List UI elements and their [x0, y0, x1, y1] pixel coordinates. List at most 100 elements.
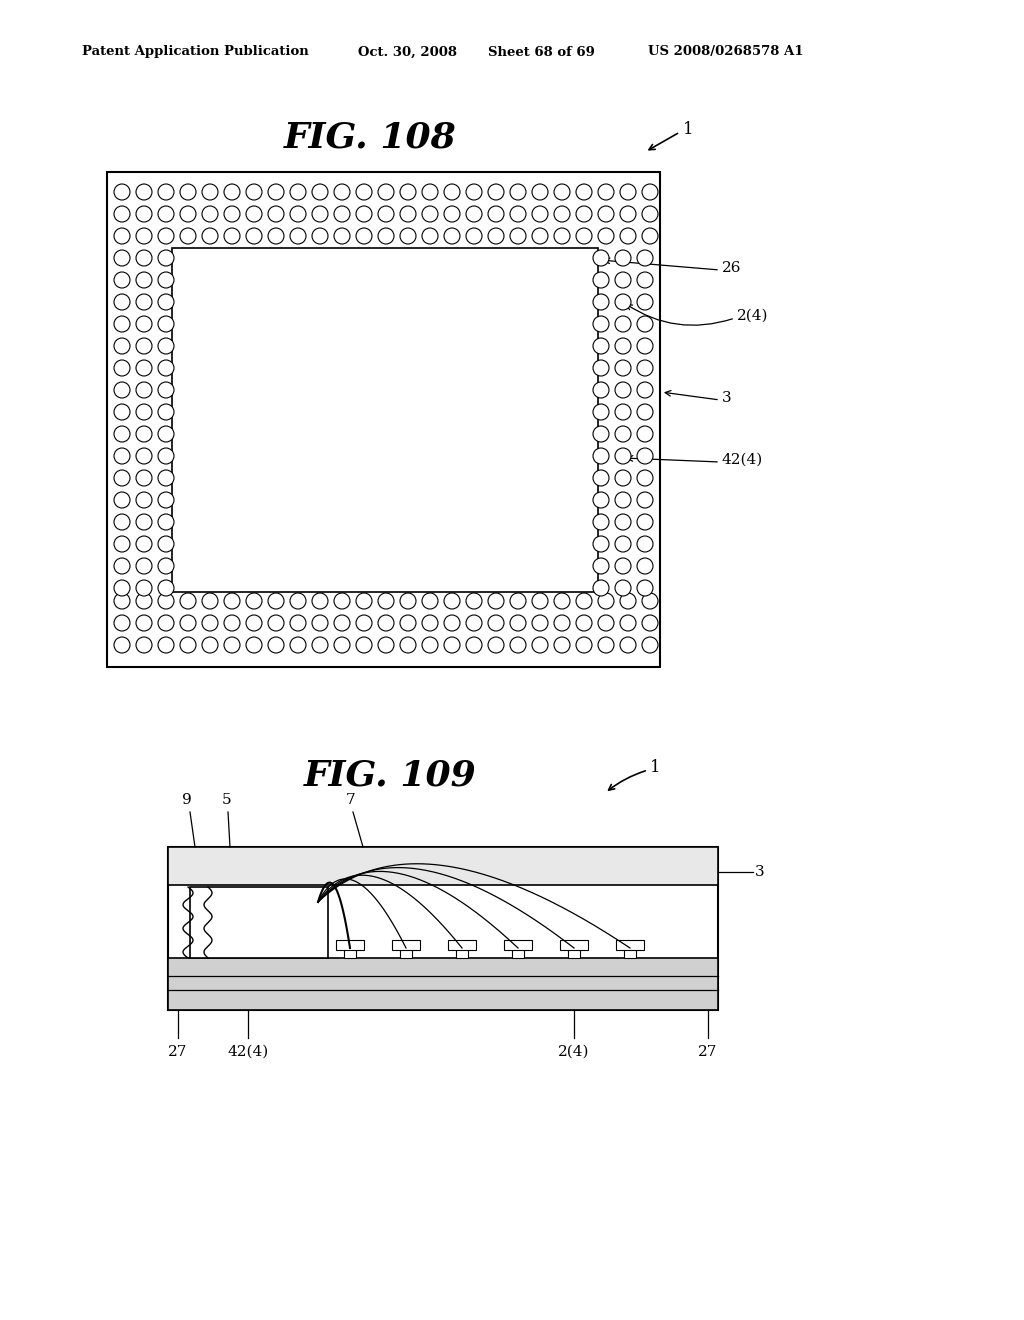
Circle shape — [554, 206, 570, 222]
Circle shape — [598, 228, 614, 244]
Circle shape — [593, 360, 609, 376]
Circle shape — [312, 183, 328, 201]
Circle shape — [488, 183, 504, 201]
Text: 2(4): 2(4) — [558, 1045, 590, 1059]
Circle shape — [466, 228, 482, 244]
Bar — [560, 940, 588, 950]
Circle shape — [136, 206, 152, 222]
Circle shape — [136, 272, 152, 288]
Text: FIG. 109: FIG. 109 — [304, 758, 476, 792]
Circle shape — [290, 638, 306, 653]
Circle shape — [400, 638, 416, 653]
Circle shape — [136, 492, 152, 508]
Circle shape — [615, 272, 631, 288]
Circle shape — [510, 593, 526, 609]
Bar — [168, 847, 718, 1010]
Circle shape — [202, 206, 218, 222]
Text: 9: 9 — [182, 793, 191, 807]
Circle shape — [158, 360, 174, 376]
Circle shape — [615, 579, 631, 597]
Circle shape — [268, 228, 284, 244]
Circle shape — [158, 615, 174, 631]
Circle shape — [158, 536, 174, 552]
Circle shape — [422, 593, 438, 609]
Circle shape — [224, 228, 240, 244]
Circle shape — [114, 272, 130, 288]
Circle shape — [637, 272, 653, 288]
Circle shape — [444, 593, 460, 609]
Circle shape — [637, 294, 653, 310]
Circle shape — [356, 183, 372, 201]
Circle shape — [593, 513, 609, 531]
Circle shape — [466, 206, 482, 222]
Circle shape — [554, 638, 570, 653]
Bar — [456, 948, 468, 958]
Circle shape — [136, 536, 152, 552]
Circle shape — [444, 638, 460, 653]
Circle shape — [598, 615, 614, 631]
Circle shape — [290, 183, 306, 201]
Circle shape — [356, 615, 372, 631]
Text: 1: 1 — [683, 121, 693, 139]
Text: 26: 26 — [722, 261, 741, 275]
Circle shape — [593, 579, 609, 597]
Circle shape — [334, 593, 350, 609]
Circle shape — [268, 183, 284, 201]
Circle shape — [202, 183, 218, 201]
Circle shape — [136, 426, 152, 442]
Circle shape — [444, 615, 460, 631]
Circle shape — [444, 183, 460, 201]
Bar — [504, 940, 532, 950]
Circle shape — [575, 228, 592, 244]
Circle shape — [615, 447, 631, 465]
Circle shape — [400, 615, 416, 631]
Bar — [344, 948, 356, 958]
Circle shape — [114, 338, 130, 354]
Circle shape — [180, 206, 196, 222]
Circle shape — [114, 228, 130, 244]
Bar — [568, 948, 580, 958]
Circle shape — [114, 426, 130, 442]
Circle shape — [136, 338, 152, 354]
Circle shape — [268, 615, 284, 631]
Circle shape — [356, 638, 372, 653]
Circle shape — [637, 558, 653, 574]
Text: 7: 7 — [346, 793, 355, 807]
Circle shape — [593, 294, 609, 310]
Circle shape — [615, 536, 631, 552]
Bar — [400, 948, 412, 958]
Circle shape — [615, 381, 631, 399]
Text: 27: 27 — [698, 1045, 718, 1059]
Circle shape — [593, 315, 609, 333]
Circle shape — [620, 206, 636, 222]
Circle shape — [422, 183, 438, 201]
Circle shape — [114, 593, 130, 609]
Circle shape — [312, 206, 328, 222]
Circle shape — [158, 447, 174, 465]
Circle shape — [642, 183, 658, 201]
Circle shape — [593, 470, 609, 486]
Circle shape — [532, 638, 548, 653]
Circle shape — [136, 315, 152, 333]
Bar — [190, 887, 328, 958]
Circle shape — [158, 206, 174, 222]
Circle shape — [114, 470, 130, 486]
Circle shape — [615, 249, 631, 267]
Circle shape — [246, 638, 262, 653]
Circle shape — [180, 183, 196, 201]
Circle shape — [246, 206, 262, 222]
Circle shape — [422, 638, 438, 653]
Circle shape — [598, 638, 614, 653]
Circle shape — [158, 492, 174, 508]
Circle shape — [554, 228, 570, 244]
Circle shape — [136, 615, 152, 631]
Circle shape — [114, 513, 130, 531]
Circle shape — [114, 558, 130, 574]
Circle shape — [158, 579, 174, 597]
Circle shape — [510, 183, 526, 201]
Circle shape — [136, 513, 152, 531]
Text: 2(4): 2(4) — [737, 309, 768, 323]
Circle shape — [444, 206, 460, 222]
Circle shape — [637, 338, 653, 354]
Circle shape — [637, 536, 653, 552]
